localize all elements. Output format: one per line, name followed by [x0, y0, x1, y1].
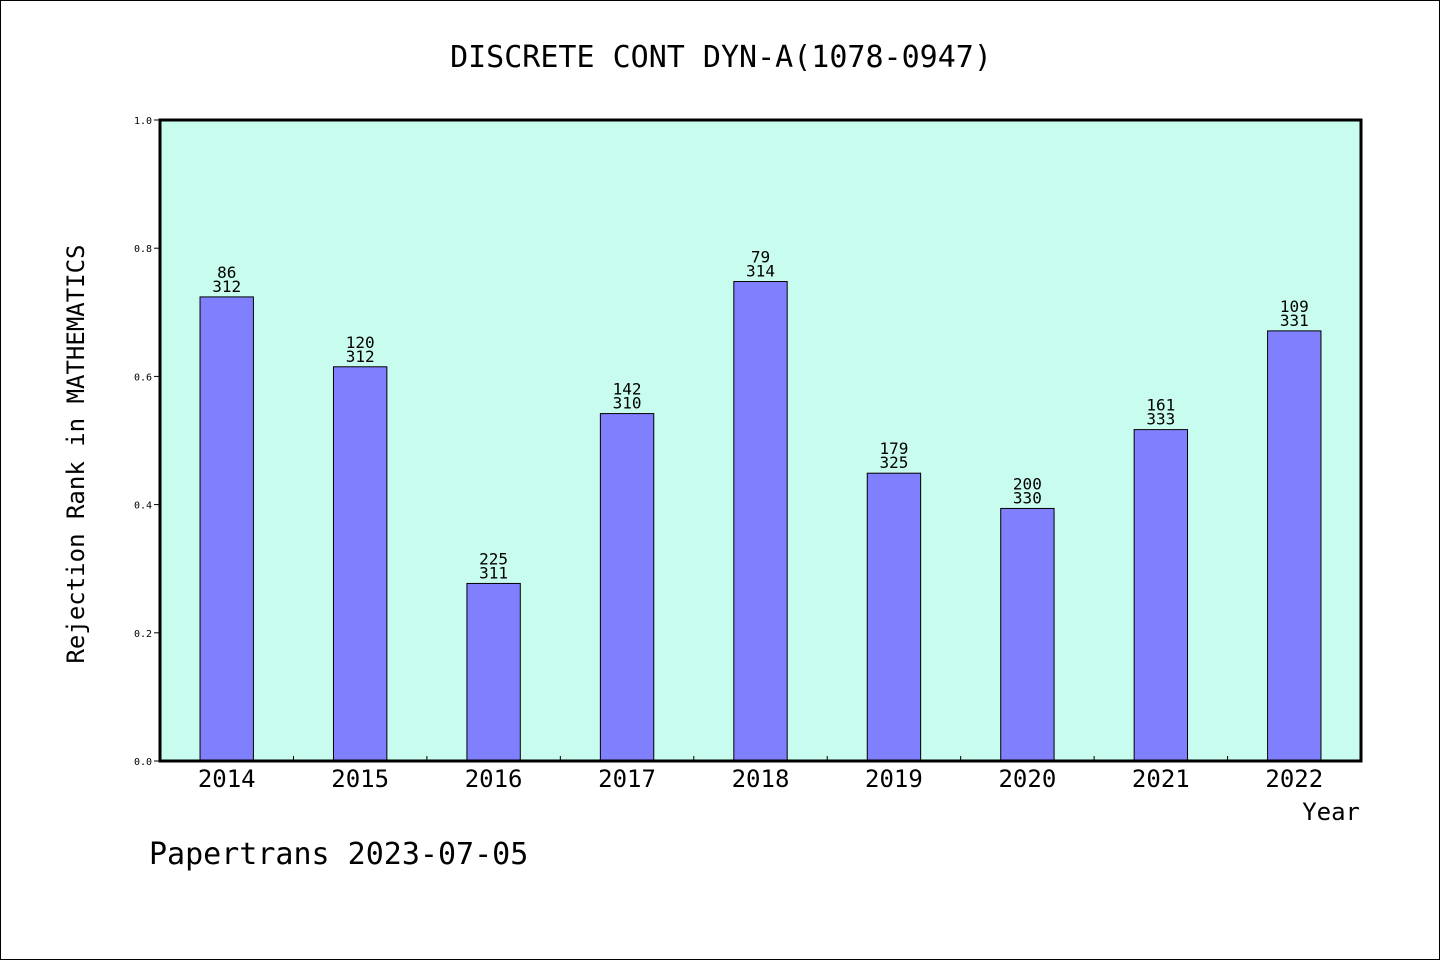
y-tick-label: 1.0 — [134, 116, 152, 127]
data-label-top-2015: 120 — [346, 333, 375, 352]
data-label-bottom-2018: 314 — [746, 262, 775, 281]
data-label-top-2017: 142 — [613, 380, 642, 399]
x-tick-label-2021: 2021 — [1132, 765, 1190, 793]
data-label-top-2021: 161 — [1146, 396, 1175, 415]
y-axis: 0.0 0.2 0.4 0.6 0.8 1.0 — [134, 116, 160, 768]
chart-title: DISCRETE CONT DYN-A(1078-0947) — [450, 40, 992, 75]
bars-layer — [199, 281, 1322, 762]
data-label-top-2016: 225 — [479, 549, 508, 568]
y-tick-label: 0.2 — [134, 629, 152, 640]
x-tick-label-2017: 2017 — [598, 765, 656, 793]
data-label-top-2022: 109 — [1280, 297, 1309, 316]
y-tick-label: 0.6 — [134, 372, 152, 383]
data-label-top-2014: 86 — [217, 263, 236, 282]
data-label-bottom-2015: 312 — [346, 347, 375, 366]
data-label-bottom-2022: 331 — [1280, 311, 1309, 330]
x-tick-label-2014: 2014 — [198, 765, 256, 793]
data-label-top-2019: 179 — [879, 439, 908, 458]
x-axis: 2014 2015 2016 2017 2018 2019 2020 2021 2022 — [198, 756, 1323, 793]
data-labels: 8631212031222531114231079314179325200330… — [212, 248, 1308, 583]
data-label-bottom-2020: 330 — [1013, 488, 1042, 507]
bar-2018 — [733, 281, 788, 762]
bar-2020 — [1000, 507, 1055, 762]
bar-2015 — [332, 366, 388, 762]
bar-2021 — [1133, 429, 1189, 762]
x-tick-label-2018: 2018 — [732, 765, 790, 793]
data-label-top-2020: 200 — [1013, 474, 1042, 493]
bar-2017 — [599, 413, 655, 762]
plot-border — [158, 118, 1363, 763]
bar-2022 — [1267, 330, 1322, 762]
bar-2016 — [466, 582, 521, 762]
y-tick-label: 0.0 — [134, 757, 152, 768]
x-axis-label: Year — [1302, 798, 1360, 826]
y-tick-label: 0.4 — [134, 501, 152, 512]
y-axis-label: Rejection Rank in MATHEMATICS — [62, 244, 90, 663]
data-label-bottom-2019: 325 — [879, 453, 908, 472]
bar-2014 — [199, 296, 254, 762]
data-label-bottom-2017: 310 — [613, 394, 642, 413]
y-tick-label: 0.8 — [134, 244, 152, 255]
x-tick-label-2022: 2022 — [1265, 765, 1323, 793]
data-label-bottom-2021: 333 — [1146, 410, 1175, 429]
x-tick-label-2020: 2020 — [998, 765, 1056, 793]
data-label-bottom-2016: 311 — [479, 563, 508, 582]
data-label-bottom-2014: 312 — [212, 277, 241, 296]
x-tick-label-2019: 2019 — [865, 765, 923, 793]
footer-text: Papertrans 2023-07-05 — [149, 837, 528, 872]
x-tick-label-2015: 2015 — [331, 765, 389, 793]
data-label-top-2018: 79 — [751, 248, 770, 267]
x-tick-label-2016: 2016 — [465, 765, 523, 793]
bar-2019 — [866, 472, 922, 762]
